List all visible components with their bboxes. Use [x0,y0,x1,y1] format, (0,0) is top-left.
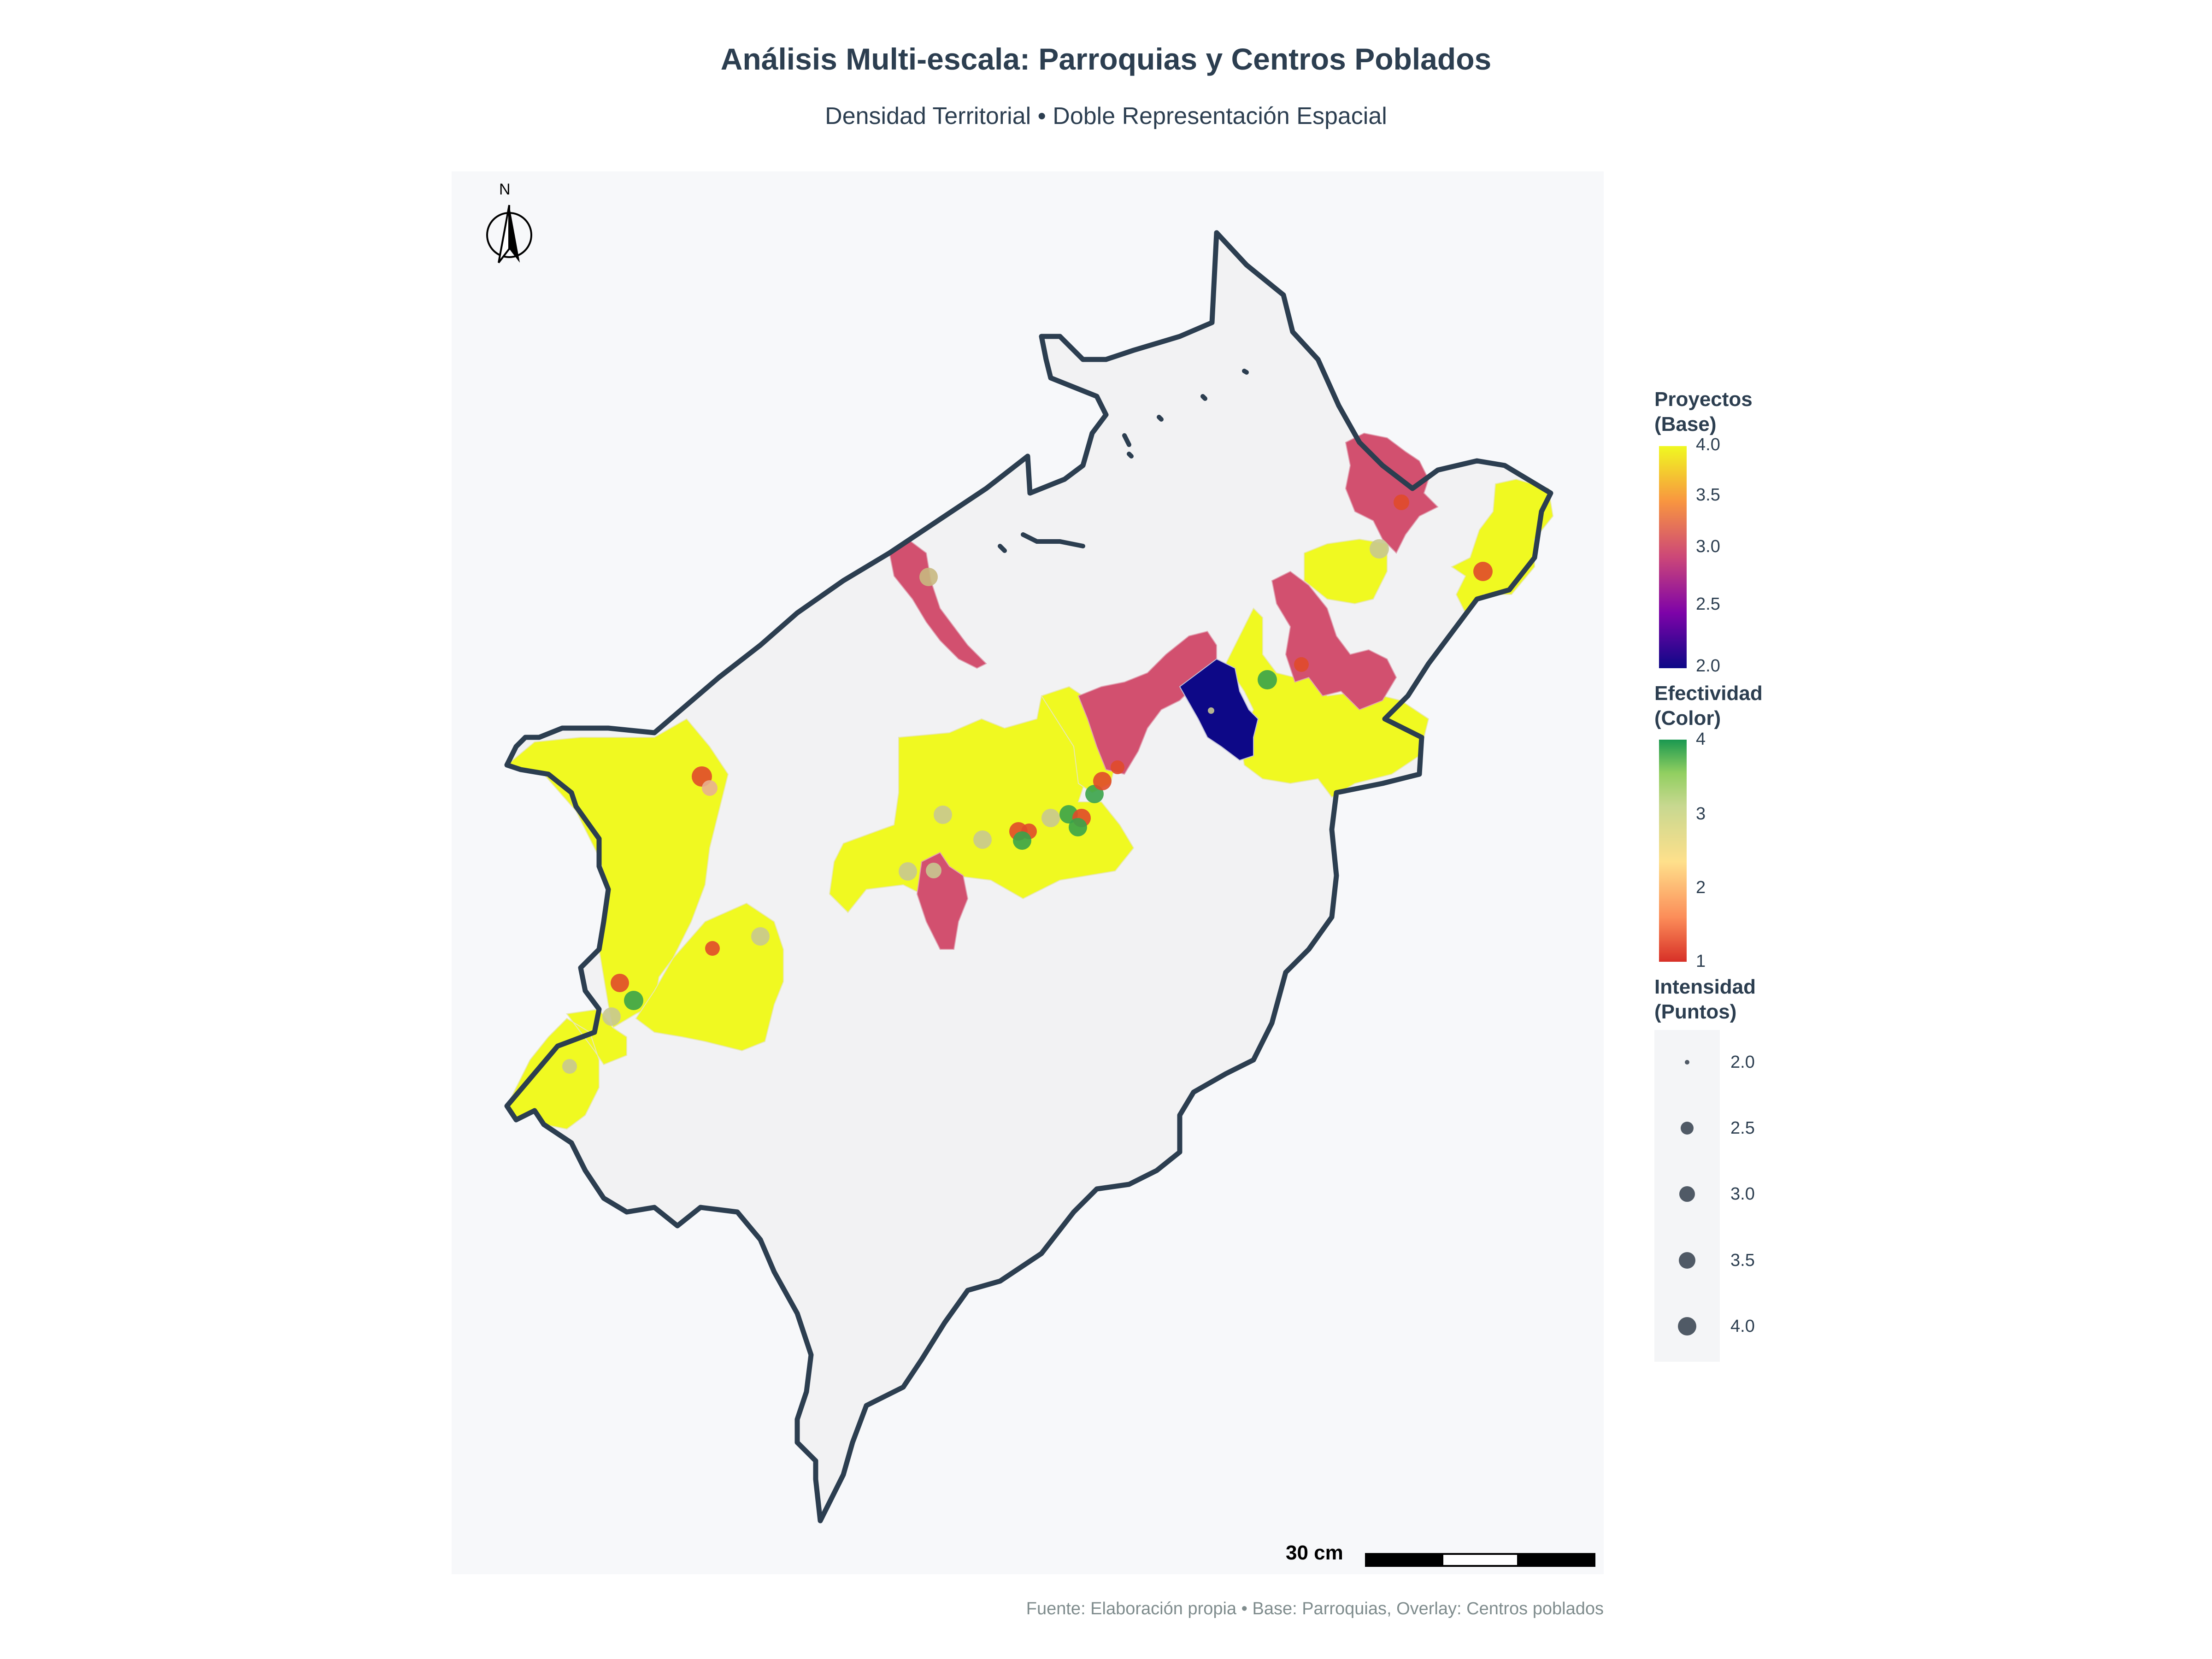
point[interactable] [611,974,629,992]
legend-base-tick: 4.0 [1696,435,1720,454]
point[interactable] [926,863,941,878]
point[interactable] [1111,760,1124,774]
legend-base-tick: 2.5 [1696,594,1720,614]
legend-size-label: 3.0 [1730,1184,1755,1204]
parish-northeast-small[interactable] [1304,538,1388,605]
point[interactable] [1069,818,1087,836]
parish-center-north[interactable] [1041,686,1116,794]
point[interactable] [602,1007,621,1026]
scale-bar [1365,1553,1595,1567]
map-panel[interactable] [452,171,1604,1574]
legend-base-tick: 2.0 [1696,656,1720,676]
point[interactable] [1013,831,1031,850]
parish-east-tall[interactable] [1271,571,1397,711]
point[interactable] [973,830,992,849]
map-subtitle: Densidad Territorial • Doble Representac… [825,103,1387,129]
legend-size-label: 2.5 [1730,1118,1755,1138]
point[interactable] [1473,562,1493,581]
legend-base-tick: 3.5 [1696,485,1720,505]
parish-navy[interactable] [1179,658,1259,761]
legend-color-title: Efectividad (Color) [1654,682,1763,729]
legend-color-tick: 2 [1696,878,1706,897]
point[interactable] [624,991,643,1010]
parish-northeast[interactable] [1345,432,1439,554]
scale-label: 30 cm [1286,1541,1343,1564]
small-fragments [998,369,1249,553]
legend-color-tick: 1 [1696,952,1706,971]
legend-color-tick: 3 [1696,804,1706,824]
point[interactable] [1394,494,1409,510]
legend-size-label: 3.5 [1730,1251,1755,1270]
north-label: N [499,181,511,198]
legend-base-tick: 3.0 [1696,537,1720,556]
point[interactable] [1294,657,1309,672]
point[interactable] [1093,772,1112,790]
point[interactable] [705,941,720,956]
parish-center[interactable] [829,690,1135,913]
point[interactable] [562,1059,577,1074]
point[interactable] [751,927,770,946]
legend-size-label: 2.0 [1730,1053,1755,1072]
point[interactable] [1041,809,1060,827]
legend-size-label: 4.0 [1730,1317,1755,1336]
parish-west-mid[interactable] [635,902,784,1052]
legend-base-title: Proyectos (Base) [1654,388,1753,435]
north-arrow-icon [486,205,532,264]
parish-northwest-strip[interactable] [888,538,987,669]
legend-color-tick: 4 [1696,729,1706,749]
legend-base-colorbar [1659,446,1687,668]
point[interactable] [1370,539,1389,559]
point[interactable] [899,862,917,881]
legend-size-title: Intensidad (Puntos) [1654,976,1756,1023]
point[interactable] [919,568,938,586]
point[interactable] [1208,707,1214,714]
legend-color-colorbar [1659,740,1687,962]
point[interactable] [1258,670,1277,689]
map-title: Análisis Multi-escala: Parroquias y Cent… [720,42,1492,76]
study-area-boundary [504,230,1553,1524]
source-note: Fuente: Elaboración propia • Base: Parro… [1026,1599,1604,1618]
point[interactable] [934,806,952,824]
point[interactable] [702,780,718,796]
centros-poblados[interactable] [562,494,1493,1074]
legend-size-markers [1678,1060,1696,1335]
map-canvas[interactable] [452,171,1604,1574]
